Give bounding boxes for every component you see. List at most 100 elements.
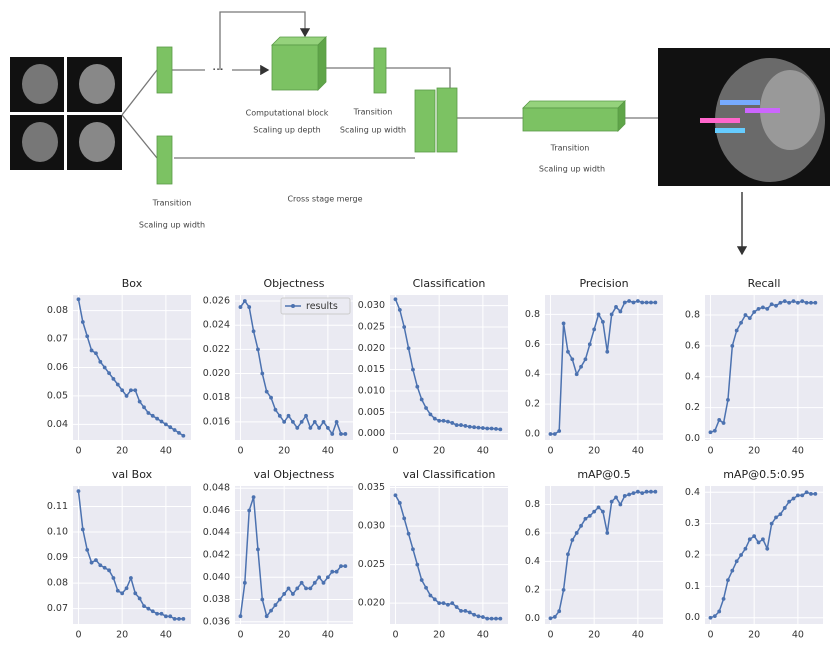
data-point <box>584 517 588 521</box>
data-point <box>446 420 450 424</box>
y-tick-label: 0.8 <box>525 499 540 510</box>
data-point <box>446 603 450 607</box>
data-point <box>394 297 398 301</box>
data-point <box>107 371 111 375</box>
data-point <box>116 383 120 387</box>
data-point <box>761 305 765 309</box>
y-tick-label: 0.040 <box>203 572 230 583</box>
y-tick-label: 0.044 <box>203 527 230 538</box>
data-point <box>557 429 561 433</box>
data-point <box>411 547 415 551</box>
data-point <box>618 503 622 507</box>
data-point <box>649 301 653 305</box>
chart: Objectness0.0160.0180.0200.0220.0240.026… <box>203 277 353 457</box>
data-point <box>129 388 133 392</box>
data-point <box>256 548 260 552</box>
y-tick-label: 0.2 <box>685 550 700 561</box>
y-tick-label: 0.000 <box>358 428 385 439</box>
data-point <box>813 301 817 305</box>
y-tick-label: 0.06 <box>47 362 68 373</box>
data-point <box>787 301 791 305</box>
data-point <box>744 547 748 551</box>
data-point <box>77 489 81 493</box>
data-point <box>120 388 124 392</box>
x-tick-label: 40 <box>632 630 644 641</box>
chart: Classification0.0000.0050.0100.0150.0200… <box>358 277 508 457</box>
data-point <box>739 321 743 325</box>
data-point <box>805 490 809 494</box>
data-point <box>146 411 150 415</box>
data-point <box>125 394 129 398</box>
data-point <box>442 601 446 605</box>
data-point <box>770 302 774 306</box>
data-point <box>632 301 636 305</box>
x-tick-label: 20 <box>433 630 445 641</box>
chart-title: mAP@0.5:0.95 <box>723 468 805 481</box>
y-tick-label: 0.09 <box>47 552 68 563</box>
diagram-label: Computational block <box>246 109 329 118</box>
data-point <box>748 537 752 541</box>
x-tick-label: 0 <box>707 446 713 457</box>
data-point <box>300 420 304 424</box>
data-point <box>295 426 299 430</box>
data-point <box>627 493 631 497</box>
data-point <box>614 495 618 499</box>
diagram-label: Transition <box>152 199 192 208</box>
data-point <box>774 515 778 519</box>
data-point <box>398 308 402 312</box>
chart-title: mAP@0.5 <box>577 468 630 481</box>
x-tick-label: 20 <box>588 446 600 457</box>
y-tick-label: 0.026 <box>203 296 230 307</box>
data-point <box>85 548 89 552</box>
data-point <box>247 305 251 309</box>
data-point <box>339 564 343 568</box>
data-point <box>481 615 485 619</box>
y-tick-label: 0.024 <box>203 320 230 331</box>
data-point <box>610 313 614 317</box>
y-tick-label: 0.11 <box>47 501 68 512</box>
data-point <box>173 428 177 432</box>
data-point <box>557 609 561 613</box>
data-point <box>424 586 428 590</box>
data-point <box>98 563 102 567</box>
data-point <box>274 408 278 412</box>
data-point <box>549 432 553 436</box>
data-point <box>326 426 330 430</box>
y-tick-label: 0.038 <box>203 594 230 605</box>
data-point <box>787 500 791 504</box>
data-point <box>597 313 601 317</box>
data-point <box>142 604 146 608</box>
data-point <box>490 427 494 431</box>
x-tick-label: 0 <box>75 630 81 641</box>
y-tick-label: 0.042 <box>203 550 230 561</box>
chart: mAP@0.50.00.20.40.60.802040 <box>525 468 663 641</box>
figure: ··· Computational block Scaling up depth… <box>0 0 832 650</box>
data-point <box>247 509 251 513</box>
plot-area <box>705 295 823 440</box>
data-point <box>433 597 437 601</box>
data-point <box>632 491 636 495</box>
y-tick-label: 0.08 <box>47 578 68 589</box>
data-point <box>709 430 713 434</box>
data-point <box>181 434 185 438</box>
data-point <box>142 405 146 409</box>
y-tick-label: 0.015 <box>358 364 385 375</box>
data-point <box>722 421 726 425</box>
data-point <box>260 598 264 602</box>
data-point <box>455 605 459 609</box>
data-point <box>477 426 481 430</box>
data-point <box>239 305 243 309</box>
x-tick-label: 40 <box>160 630 172 641</box>
y-tick-label: 0.4 <box>525 556 540 567</box>
x-tick-label: 0 <box>237 446 243 457</box>
data-point <box>649 490 653 494</box>
data-point <box>468 611 472 615</box>
data-point <box>287 414 291 418</box>
chart-title: Precision <box>579 277 628 290</box>
data-point <box>116 589 120 593</box>
x-tick-label: 0 <box>547 630 553 641</box>
data-point <box>477 614 481 618</box>
data-point <box>618 310 622 314</box>
data-point <box>566 350 570 354</box>
data-point <box>813 492 817 496</box>
